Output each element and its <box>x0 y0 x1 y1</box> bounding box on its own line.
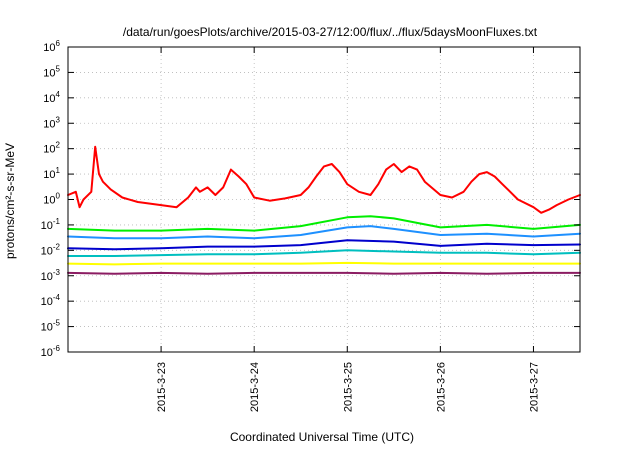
x-tick-label: 2015-3-24 <box>249 362 261 412</box>
series-line-7 <box>67 271 581 275</box>
y-tick-label: 10-3 <box>41 268 61 283</box>
y-tick-label: 100 <box>43 192 60 207</box>
y-axis-label: protons/cm²-s-sr-MeV <box>3 143 17 259</box>
y-tick-label: 10-2 <box>41 242 61 257</box>
series-line-5 <box>67 249 581 257</box>
series-line-2 <box>67 215 581 232</box>
series-layer <box>67 145 581 275</box>
y-tick-label: 105 <box>43 64 60 79</box>
series-line-6 <box>67 261 581 266</box>
y-tick-label: 10-4 <box>41 293 61 308</box>
x-tick-label: 2015-3-25 <box>342 362 354 412</box>
x-tick-label: 2015-3-27 <box>528 362 540 412</box>
y-tick-label: 101 <box>43 166 60 181</box>
tick-layer: 10-6 10-5 10-4 10-3 10-2 10-1 100 101 102 103 104 1… <box>41 39 580 412</box>
y-tick-label: 10-1 <box>41 217 61 232</box>
y-tick-label: 102 <box>43 141 60 156</box>
series-line-4 <box>67 239 581 251</box>
series-line-1 <box>67 145 581 214</box>
x-tick-label: 2015-3-23 <box>156 362 168 412</box>
y-tick-label: 10-6 <box>41 344 61 359</box>
x-tick-label: 2015-3-26 <box>435 362 447 412</box>
x-axis-label: Coordinated Universal Time (UTC) <box>230 430 414 444</box>
y-tick-label: 106 <box>43 39 60 54</box>
y-tick-label: 103 <box>43 115 60 130</box>
series-line-3 <box>67 225 581 240</box>
chart-title: /data/run/goesPlots/archive/2015-03-27/1… <box>123 25 538 39</box>
y-tick-label: 104 <box>43 90 60 105</box>
y-tick-label: 10-5 <box>41 319 61 334</box>
